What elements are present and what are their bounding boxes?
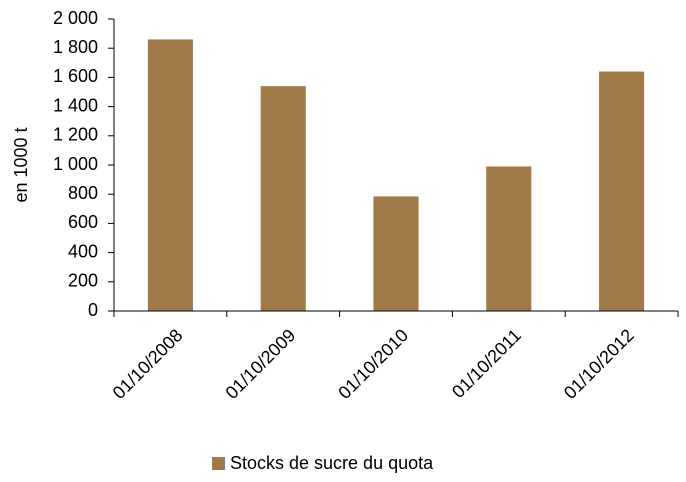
bar <box>260 86 306 311</box>
y-tick-label: 600 <box>68 212 98 232</box>
y-tick-label: 800 <box>68 183 98 203</box>
bar <box>147 39 193 311</box>
x-tick-label: 01/10/2012 <box>560 325 638 403</box>
y-tick-label: 1 800 <box>53 37 98 57</box>
x-tick-label: 01/10/2010 <box>334 325 412 403</box>
y-tick-label: 400 <box>68 241 98 261</box>
y-tick-label: 2 000 <box>53 8 98 28</box>
x-tick-label: 01/10/2008 <box>109 325 187 403</box>
y-tick-label: 200 <box>68 271 98 291</box>
x-tick-label: 01/10/2011 <box>448 325 525 402</box>
y-tick-label: 1 200 <box>53 125 98 145</box>
y-tick-label: 1 600 <box>53 66 98 86</box>
bar <box>373 196 419 311</box>
y-tick-label: 1 000 <box>53 154 98 174</box>
bar <box>599 71 645 311</box>
y-tick-label: 0 <box>88 300 98 320</box>
y-tick-label: 1 400 <box>53 95 98 115</box>
legend-swatch <box>212 457 225 470</box>
bar <box>486 166 532 311</box>
x-tick-label: 01/10/2009 <box>222 325 300 403</box>
y-axis-label: en 1000 t <box>11 127 31 202</box>
legend-label: Stocks de sucre du quota <box>230 453 434 473</box>
